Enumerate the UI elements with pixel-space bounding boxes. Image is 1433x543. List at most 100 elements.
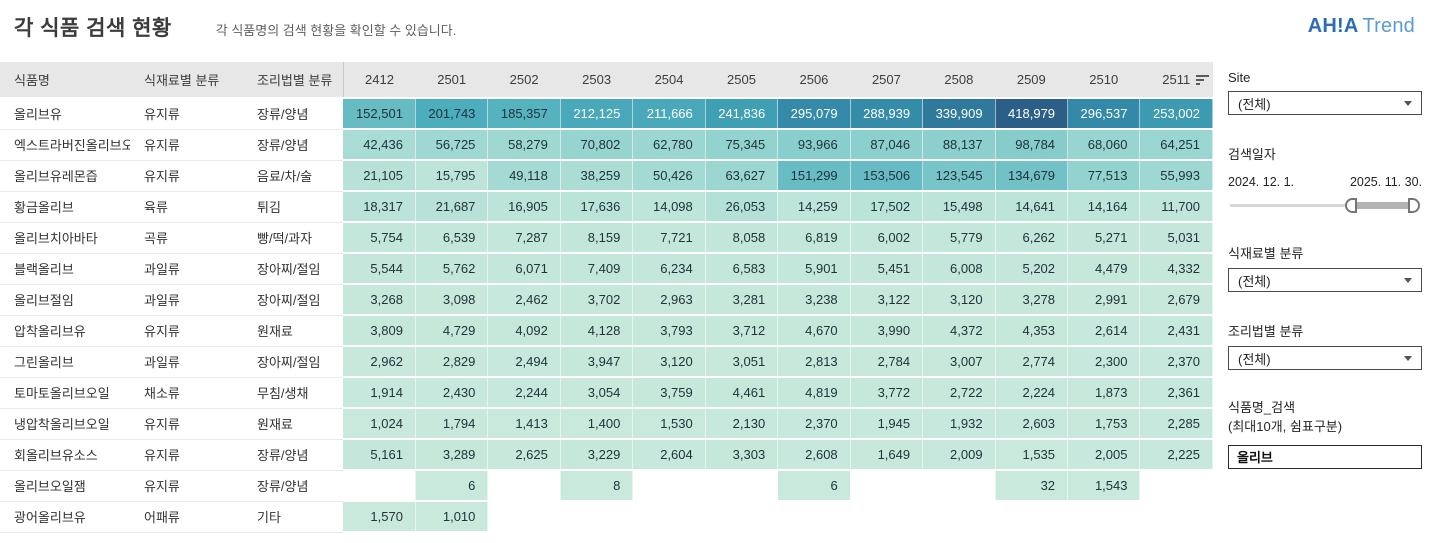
column-header-month[interactable]: 2509 <box>995 62 1068 99</box>
value-cell[interactable]: 1,400 <box>560 408 634 440</box>
value-cell[interactable]: 7,409 <box>560 253 634 285</box>
value-cell[interactable]: 4,128 <box>560 315 634 347</box>
value-cell[interactable]: 5,779 <box>922 222 996 254</box>
ingredient-cell[interactable]: 유지류 <box>130 408 243 440</box>
slider-selected-range[interactable] <box>1355 202 1414 209</box>
column-header-month[interactable]: 2511 <box>1139 62 1213 99</box>
column-header-month[interactable]: 2501 <box>415 62 488 99</box>
slider-handle-start[interactable] <box>1345 198 1358 213</box>
value-cell[interactable]: 64,251 <box>1139 129 1213 161</box>
value-cell[interactable]: 6,819 <box>777 222 851 254</box>
value-cell[interactable]: 3,268 <box>343 284 416 316</box>
value-cell[interactable]: 5,271 <box>1067 222 1141 254</box>
value-cell[interactable]: 3,759 <box>632 377 706 409</box>
ingredient-cell[interactable]: 유지류 <box>130 470 243 502</box>
method-cell[interactable]: 무침/생채 <box>243 377 343 409</box>
value-cell[interactable]: 4,819 <box>777 377 851 409</box>
method-cell[interactable]: 장아찌/절임 <box>243 346 343 378</box>
value-cell[interactable] <box>343 470 416 502</box>
value-cell[interactable]: 185,357 <box>487 98 561 130</box>
value-cell[interactable] <box>1067 501 1141 533</box>
food-name-cell[interactable]: 올리브절임 <box>0 284 130 316</box>
value-cell[interactable]: 4,479 <box>1067 253 1141 285</box>
value-cell[interactable]: 21,687 <box>415 191 489 223</box>
value-cell[interactable]: 1,753 <box>1067 408 1141 440</box>
value-cell[interactable]: 1,914 <box>343 377 416 409</box>
value-cell[interactable]: 418,979 <box>995 98 1069 130</box>
value-cell[interactable]: 18,317 <box>343 191 416 223</box>
value-cell[interactable]: 5,451 <box>850 253 924 285</box>
date-range-slider[interactable] <box>1230 197 1420 214</box>
value-cell[interactable]: 4,670 <box>777 315 851 347</box>
method-cell[interactable]: 장아찌/절임 <box>243 253 343 285</box>
food-name-cell[interactable]: 황금올리브 <box>0 191 130 223</box>
value-cell[interactable]: 134,679 <box>995 160 1069 192</box>
value-cell[interactable]: 3,809 <box>343 315 416 347</box>
column-header-month[interactable]: 2503 <box>560 62 633 99</box>
value-cell[interactable] <box>487 501 561 533</box>
value-cell[interactable]: 1,530 <box>632 408 706 440</box>
value-cell[interactable]: 11,700 <box>1139 191 1213 223</box>
value-cell[interactable]: 32 <box>995 470 1069 502</box>
value-cell[interactable]: 98,784 <box>995 129 1069 161</box>
column-header-month[interactable]: 2412 <box>342 62 416 99</box>
value-cell[interactable]: 14,164 <box>1067 191 1141 223</box>
value-cell[interactable]: 2,991 <box>1067 284 1141 316</box>
value-cell[interactable]: 2,608 <box>777 439 851 471</box>
value-cell[interactable]: 6,071 <box>487 253 561 285</box>
value-cell[interactable]: 7,287 <box>487 222 561 254</box>
value-cell[interactable]: 2,614 <box>1067 315 1141 347</box>
value-cell[interactable]: 2,829 <box>415 346 489 378</box>
value-cell[interactable]: 1,945 <box>850 408 924 440</box>
value-cell[interactable]: 58,279 <box>487 129 561 161</box>
food-name-cell[interactable]: 토마토올리브오일 <box>0 377 130 409</box>
value-cell[interactable]: 6 <box>777 470 851 502</box>
value-cell[interactable]: 1,543 <box>1067 470 1141 502</box>
value-cell[interactable]: 3,702 <box>560 284 634 316</box>
column-header-month[interactable]: 2508 <box>922 62 996 99</box>
site-dropdown[interactable]: (전체) <box>1228 91 1422 115</box>
value-cell[interactable]: 2,603 <box>995 408 1069 440</box>
method-cell[interactable]: 기타 <box>243 501 343 533</box>
value-cell[interactable]: 1,570 <box>343 501 416 533</box>
value-cell[interactable]: 26,053 <box>705 191 779 223</box>
column-header-cooking-method[interactable]: 조리법별 분류 <box>243 62 343 99</box>
value-cell[interactable]: 3,098 <box>415 284 489 316</box>
value-cell[interactable]: 2,244 <box>487 377 561 409</box>
value-cell[interactable]: 1,794 <box>415 408 489 440</box>
ingredient-cell[interactable]: 유지류 <box>130 439 243 471</box>
value-cell[interactable]: 153,506 <box>850 160 924 192</box>
food-name-cell[interactable]: 엑스트라버진올리브오 <box>0 129 130 161</box>
value-cell[interactable]: 93,966 <box>777 129 851 161</box>
value-cell[interactable]: 16,905 <box>487 191 561 223</box>
value-cell[interactable] <box>632 470 706 502</box>
value-cell[interactable]: 2,361 <box>1139 377 1213 409</box>
method-cell[interactable]: 원재료 <box>243 408 343 440</box>
value-cell[interactable]: 68,060 <box>1067 129 1141 161</box>
value-cell[interactable]: 5,161 <box>343 439 416 471</box>
value-cell[interactable]: 8 <box>560 470 634 502</box>
value-cell[interactable]: 5,202 <box>995 253 1069 285</box>
column-header-month[interactable]: 2505 <box>705 62 778 99</box>
value-cell[interactable]: 7,721 <box>632 222 706 254</box>
value-cell[interactable] <box>1139 470 1213 502</box>
value-cell[interactable]: 4,372 <box>922 315 996 347</box>
value-cell[interactable]: 14,098 <box>632 191 706 223</box>
food-name-cell[interactable]: 그린올리브 <box>0 346 130 378</box>
column-header-month[interactable]: 2506 <box>777 62 851 99</box>
value-cell[interactable]: 241,836 <box>705 98 779 130</box>
ingredient-cell[interactable]: 어패류 <box>130 501 243 533</box>
value-cell[interactable]: 2,963 <box>632 284 706 316</box>
value-cell[interactable] <box>777 501 851 533</box>
method-cell[interactable]: 장류/양념 <box>243 439 343 471</box>
value-cell[interactable]: 151,299 <box>777 160 851 192</box>
value-cell[interactable]: 1,535 <box>995 439 1069 471</box>
ingredient-cell[interactable]: 과일류 <box>130 253 243 285</box>
food-name-cell[interactable]: 올리브유 <box>0 98 130 130</box>
value-cell[interactable]: 5,754 <box>343 222 416 254</box>
value-cell[interactable]: 3,281 <box>705 284 779 316</box>
value-cell[interactable]: 6,008 <box>922 253 996 285</box>
value-cell[interactable]: 3,051 <box>705 346 779 378</box>
column-header-month[interactable]: 2510 <box>1067 62 1140 99</box>
value-cell[interactable]: 5,031 <box>1139 222 1213 254</box>
